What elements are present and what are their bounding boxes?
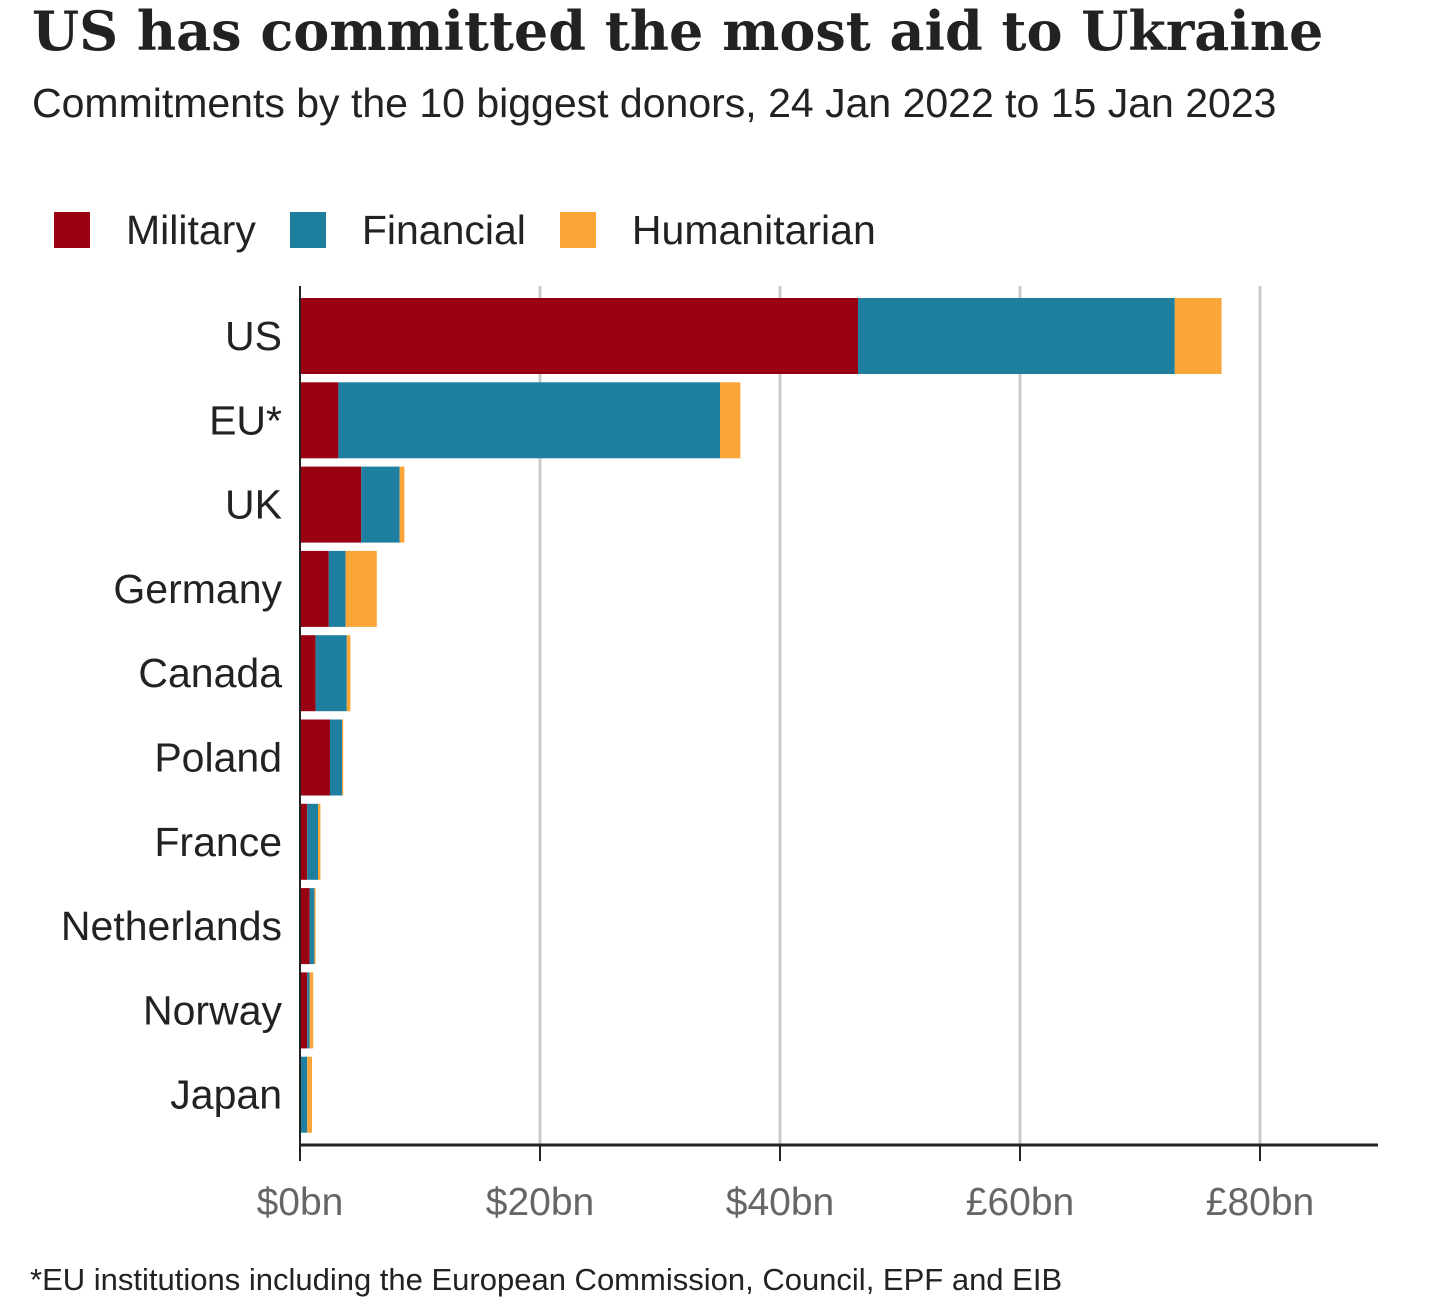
bar-germany-financial (328, 550, 346, 627)
legend: Military Financial Humanitarian (54, 206, 910, 254)
bar-us-humanitarian (1174, 298, 1222, 374)
bar-canada-financial (315, 635, 347, 712)
chart-title: US has committed the most aid to Ukraine (32, 0, 1324, 63)
category-label-poland: Poland (154, 735, 282, 781)
category-label-france: France (154, 819, 282, 865)
bar-norway-military (300, 972, 308, 1049)
bar-uk-military (300, 466, 362, 543)
bar-france-military (300, 803, 308, 880)
bar-eu-financial (338, 382, 720, 459)
bar-poland-military (300, 719, 330, 796)
x-tick-label-60: £60bn (966, 1181, 1074, 1224)
legend-label-financial: Financial (361, 206, 526, 253)
bar-poland-financial (330, 719, 342, 796)
bar-germany-humanitarian (345, 550, 377, 627)
category-label-netherlands: Netherlands (61, 903, 282, 949)
category-label-eu: EU* (209, 397, 282, 443)
bar-netherlands-humanitarian (314, 888, 316, 965)
category-label-canada: Canada (138, 650, 282, 696)
legend-swatch-humanitarian (559, 212, 596, 248)
category-label-uk: UK (225, 482, 282, 528)
legend-item-military: Military (54, 207, 256, 254)
bar-us-military (300, 298, 858, 374)
x-tick-label-80: £80bn (1206, 1181, 1314, 1224)
x-tick-label-40: $40bn (726, 1181, 834, 1224)
bar-eu-military (300, 382, 339, 459)
bar-norway-financial (307, 972, 310, 1049)
bar-norway-humanitarian (309, 972, 314, 1049)
chart-subtitle: Commitments by the 10 biggest donors, 24… (32, 80, 1277, 126)
bar-germany-military (300, 550, 329, 627)
bar-canada-humanitarian (346, 635, 351, 712)
legend-label-military: Military (126, 206, 256, 253)
category-label-germany: Germany (113, 566, 282, 612)
bar-poland-humanitarian (342, 719, 344, 796)
bar-uk-financial (361, 466, 400, 543)
x-tick-label-0: $0bn (257, 1181, 344, 1224)
category-label-norway: Norway (143, 987, 282, 1033)
footnote: *EU institutions including the European … (30, 1262, 1063, 1297)
bar-japan-humanitarian (307, 1056, 312, 1133)
bar-canada-military (300, 635, 316, 712)
category-label-japan: Japan (170, 1072, 282, 1118)
legend-item-humanitarian: Humanitarian (559, 206, 876, 254)
bar-us-financial (858, 298, 1175, 374)
x-tick-label-20: $20bn (486, 1181, 594, 1224)
bar-eu-humanitarian (720, 382, 741, 459)
category-label-us: US (225, 313, 282, 359)
bar-france-humanitarian (318, 803, 321, 880)
legend-swatch-financial (289, 212, 326, 248)
bar-france-financial (307, 803, 318, 880)
legend-swatch-military (54, 212, 90, 248)
bar-netherlands-financial (309, 888, 315, 965)
bar-uk-humanitarian (399, 466, 405, 543)
legend-label-humanitarian: Humanitarian (631, 206, 876, 253)
bar-japan-financial (300, 1056, 308, 1133)
legend-item-financial: Financial (289, 206, 526, 254)
bar-netherlands-military (300, 888, 310, 965)
